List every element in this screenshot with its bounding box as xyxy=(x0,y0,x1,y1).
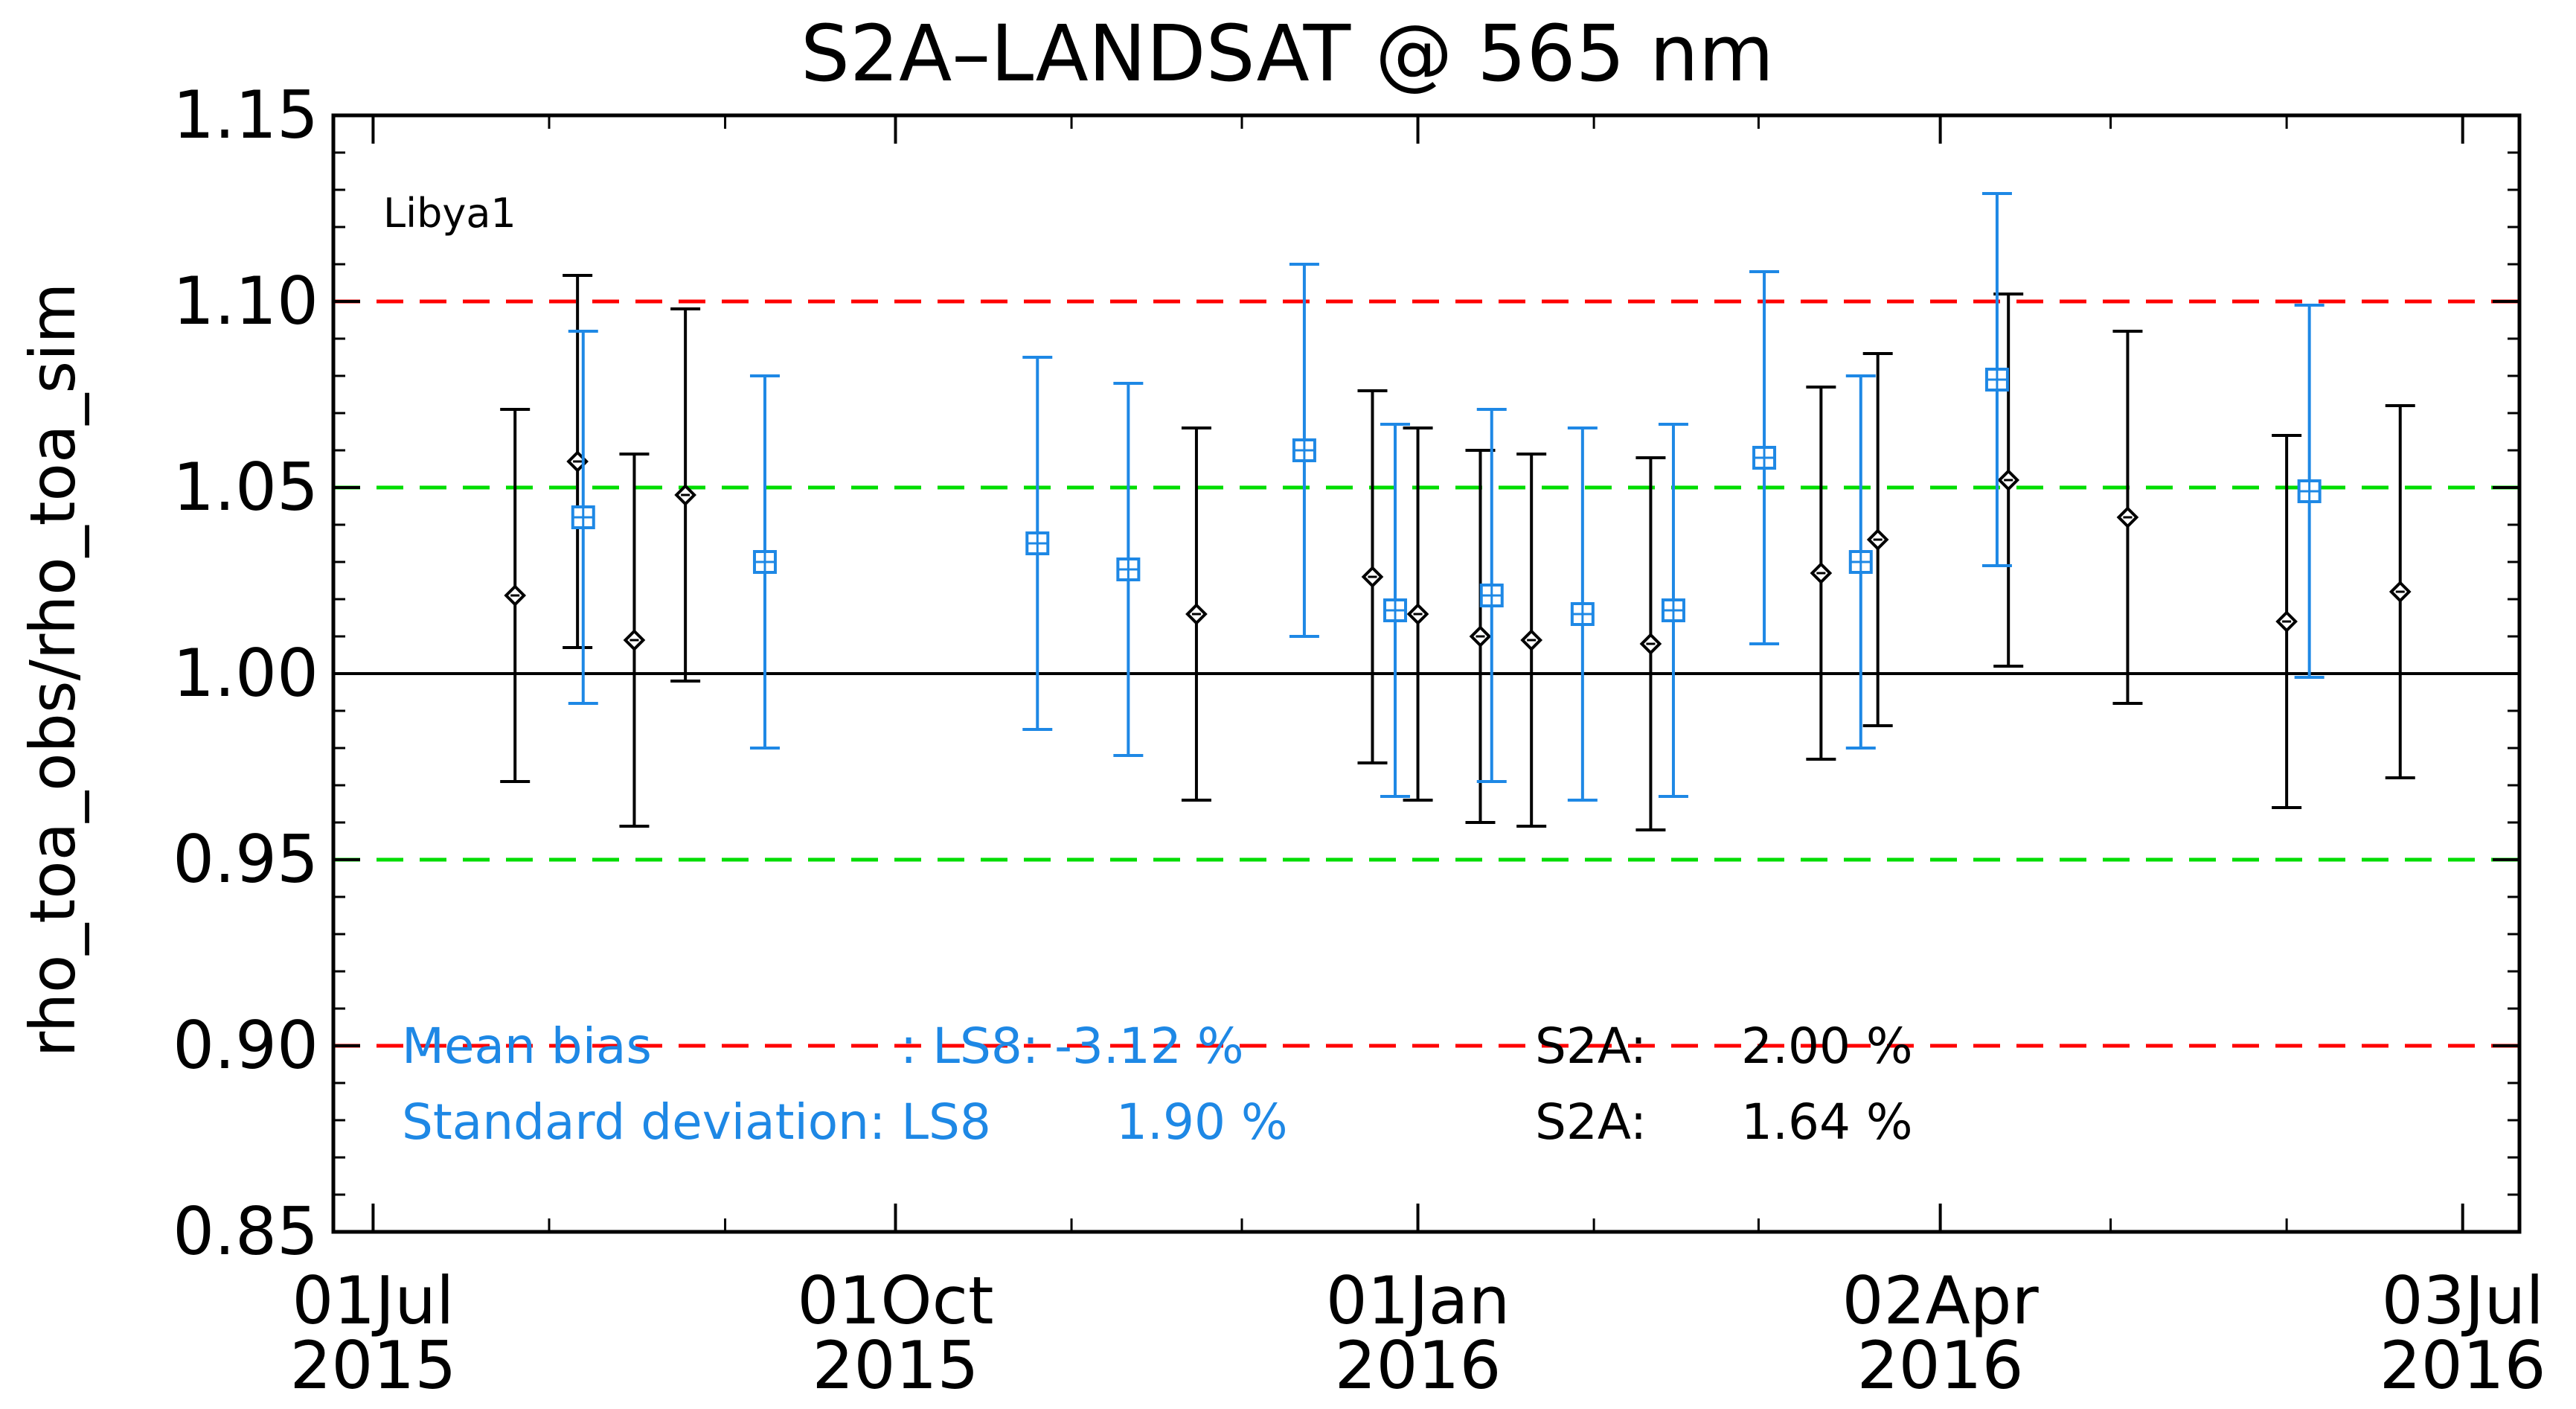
y-tick-label-0: 0.85 xyxy=(173,1193,318,1270)
y-axis-label: rho_toa_obs/rho_toa_sim xyxy=(16,283,89,1058)
s2a-point-5 xyxy=(1357,389,1388,764)
y-tick-label-6: 1.15 xyxy=(173,77,318,153)
ls8-point-7 xyxy=(1567,426,1598,802)
y-tick-label-1: 0.90 xyxy=(173,1007,318,1084)
ls8-std-label: Standard deviation: LS8 xyxy=(402,1093,991,1151)
ls8-std-value: 1.90 % xyxy=(1116,1093,1288,1151)
x-tick-year-1: 2015 xyxy=(813,1327,979,1404)
ls8-point-12 xyxy=(2294,304,2325,679)
ls8-point-11 xyxy=(1981,192,2012,567)
y-tick-label-4: 1.05 xyxy=(173,449,318,525)
ls8-mean-bias-value: : LS8: -3.12 % xyxy=(900,1017,1244,1075)
s2a-point-10 xyxy=(1806,386,1836,761)
s2a-point-11 xyxy=(1862,352,1893,727)
s2a-point-0 xyxy=(500,408,531,783)
y-tick-label-5: 1.10 xyxy=(173,263,318,339)
chart-title: S2A–LANDSAT @ 565 nm xyxy=(801,8,1774,99)
x-tick-year-4: 2016 xyxy=(2380,1327,2546,1404)
s2a-point-8 xyxy=(1516,453,1547,828)
ls8-point-5 xyxy=(1380,423,1411,798)
x-tick-label-3: 02Apr xyxy=(1842,1262,2040,1339)
site-label: Libya1 xyxy=(383,190,516,237)
s2a-std-label: S2A: xyxy=(1535,1093,1647,1151)
s2a-point-4 xyxy=(1181,426,1211,802)
s2a-point-6 xyxy=(1403,426,1433,802)
plot-frame xyxy=(331,113,2522,1234)
series-layer xyxy=(500,192,2415,831)
s2a-mean-bias-label: S2A: xyxy=(1535,1017,1647,1075)
ls8-point-10 xyxy=(1845,374,1876,750)
x-tick-year-2: 2016 xyxy=(1335,1327,1502,1404)
y-tick-label-3: 1.00 xyxy=(173,635,318,712)
x-tick-label-1: 01Oct xyxy=(797,1262,993,1339)
ls8-point-3 xyxy=(1113,382,1144,757)
ls8-point-2 xyxy=(1022,356,1053,731)
x-tick-label-2: 01Jan xyxy=(1326,1262,1510,1339)
s2a-mean-bias-value: 2.00 % xyxy=(1741,1017,1913,1075)
reference-lines xyxy=(333,299,2519,1048)
axes-layer: 0.850.900.951.001.051.101.1501Jul201501O… xyxy=(173,77,2546,1404)
s2a-point-13 xyxy=(2112,330,2143,705)
s2a-std-value: 1.64 % xyxy=(1741,1093,1913,1151)
x-tick-label-4: 03Jul xyxy=(2382,1262,2544,1339)
ls8-point-0 xyxy=(568,330,598,705)
ls8-mean-bias-label: Mean bias xyxy=(402,1017,652,1075)
ls8-point-1 xyxy=(749,374,780,750)
x-tick-year-3: 2016 xyxy=(1857,1327,2024,1404)
ls8-point-4 xyxy=(1289,263,1319,638)
s2a-point-9 xyxy=(1635,456,1666,831)
ls8-point-8 xyxy=(1658,423,1688,798)
x-tick-year-0: 2015 xyxy=(289,1327,456,1404)
s2a-point-12 xyxy=(1993,293,2024,668)
s2a-point-2 xyxy=(619,453,650,828)
ls8-point-6 xyxy=(1476,408,1507,783)
x-tick-label-0: 01Jul xyxy=(292,1262,454,1339)
y-tick-label-2: 0.95 xyxy=(173,821,318,898)
s2a-point-3 xyxy=(670,307,701,683)
ls8-point-9 xyxy=(1749,270,1780,645)
s2a-point-14 xyxy=(2272,434,2302,809)
s2a-point-15 xyxy=(2385,404,2415,779)
